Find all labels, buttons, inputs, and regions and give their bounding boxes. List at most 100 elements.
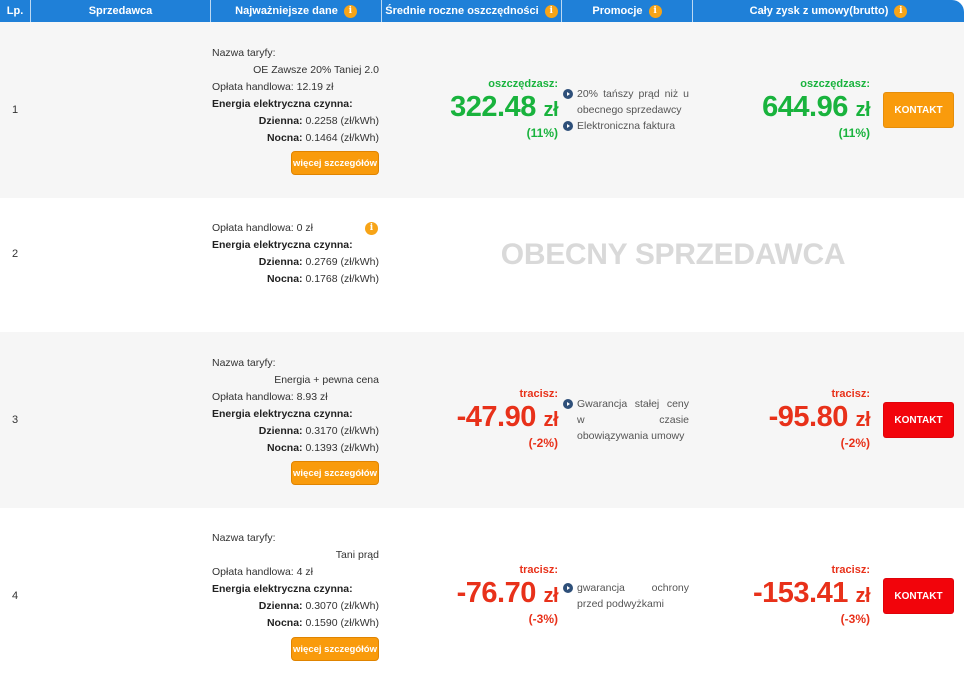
table-row: 1 Nazwa taryfy: OE Zawsze 20% Taniej 2.0… <box>0 22 964 198</box>
header-key-data: Najważniejsze dane i <box>211 0 382 22</box>
row-number: 1 <box>12 104 19 116</box>
promotions-list: Gwarancja stałej ceny w czasie obowiązyw… <box>563 396 689 444</box>
row-number: 3 <box>12 414 19 426</box>
trade-fee: Opłata handlowa: 0 zł <box>212 222 313 234</box>
day-rate: 0.2769 (zł/kWh) <box>302 256 379 268</box>
night-rate: 0.1590 (zł/kWh) <box>302 617 379 629</box>
currency-unit: zł <box>543 99 558 121</box>
contact-button[interactable]: KONTAKT <box>883 578 954 614</box>
total-label: tracisz: <box>831 388 870 400</box>
savings-percent: (11%) <box>526 126 558 140</box>
tariff-details: Nazwa taryfy: Tani prąd Opłata handlowa:… <box>212 530 379 661</box>
info-icon[interactable]: i <box>894 4 908 18</box>
header-lp: Lp. <box>0 0 31 22</box>
day-label: Dzienna: <box>258 425 303 437</box>
chevron-right-icon <box>563 399 573 409</box>
savings-percent: (-2%) <box>528 436 558 450</box>
energy-label: Energia elektryczna czynna: <box>212 583 353 595</box>
night-rate: 0.1393 (zł/kWh) <box>302 442 379 454</box>
energy-label: Energia elektryczna czynna: <box>212 408 353 420</box>
currency-unit: zł <box>855 585 870 607</box>
header-total-profit: Cały zysk z umowy(brutto) i <box>693 0 964 22</box>
day-label: Dzienna: <box>258 256 303 268</box>
more-details-button[interactable]: więcej szczegółów <box>291 637 379 661</box>
tariff-name-label: Nazwa taryfy: <box>212 357 276 369</box>
total-percent: (11%) <box>838 126 870 140</box>
contact-button[interactable]: KONTAKT <box>883 92 954 128</box>
currency-unit: zł <box>855 99 870 121</box>
day-label: Dzienna: <box>258 600 303 612</box>
promo-item: Gwarancja stałej ceny w czasie obowiązyw… <box>563 396 689 444</box>
total-value: 644.96 <box>762 91 848 123</box>
total-percent: (-2%) <box>840 436 870 450</box>
chevron-right-icon <box>563 89 573 99</box>
contact-button[interactable]: KONTAKT <box>883 402 954 438</box>
tariff-name-label: Nazwa taryfy: <box>212 532 276 544</box>
currency-unit: zł <box>855 409 870 431</box>
day-rate: 0.3070 (zł/kWh) <box>302 600 379 612</box>
savings-value: -76.70 <box>456 577 537 609</box>
current-seller-label: OBECNY SPRZEDAWCA <box>500 238 846 271</box>
table-row: 3 Nazwa taryfy: Energia + pewna cena Opł… <box>0 332 964 508</box>
chevron-right-icon <box>563 121 573 131</box>
trade-fee: Opłata handlowa: 12.19 zł <box>212 81 334 93</box>
day-label: Dzienna: <box>258 115 303 127</box>
more-details-button[interactable]: więcej szczegółów <box>291 151 379 175</box>
savings-label: tracisz: <box>519 564 558 576</box>
day-rate: 0.2258 (zł/kWh) <box>302 115 379 127</box>
total-percent: (-3%) <box>840 612 870 626</box>
table-row: 2 Opłata handlowa: 0 zł Energia elektryc… <box>0 198 964 332</box>
currency-unit: zł <box>543 409 558 431</box>
savings-label: tracisz: <box>519 388 558 400</box>
annual-savings: tracisz: -76.70 zł (-3%) <box>358 564 559 626</box>
annual-savings: oszczędzasz: 322.48 zł (11%) <box>358 78 558 140</box>
trade-fee: Opłata handlowa: 4 zł <box>212 566 313 578</box>
tariff-details: Nazwa taryfy: OE Zawsze 20% Taniej 2.0 O… <box>212 45 379 175</box>
promotions-list: gwarancja ochrony przed podwyżkami <box>563 580 689 612</box>
total-value: -153.41 <box>753 577 848 609</box>
savings-percent: (-3%) <box>528 612 558 626</box>
total-value: -95.80 <box>768 401 849 433</box>
info-icon[interactable]: i <box>544 4 558 18</box>
savings-value: 322.48 <box>450 91 536 123</box>
tariff-details: Nazwa taryfy: Energia + pewna cena Opłat… <box>212 355 379 485</box>
total-label: oszczędzasz: <box>800 78 870 90</box>
total-label: tracisz: <box>831 564 870 576</box>
day-rate: 0.3170 (zł/kWh) <box>302 425 379 437</box>
tariff-name-label: Nazwa taryfy: <box>212 47 276 59</box>
tariff-name: Tani prąd <box>335 549 379 561</box>
info-icon[interactable]: i <box>343 4 357 18</box>
night-label: Nocna: <box>266 442 303 454</box>
total-profit: oszczędzasz: 644.96 zł (11%) <box>670 78 870 140</box>
more-details-button[interactable]: więcej szczegółów <box>291 461 379 485</box>
total-profit: tracisz: -95.80 zł (-2%) <box>670 388 871 450</box>
chevron-right-icon <box>563 583 573 593</box>
energy-label: Energia elektryczna czynna: <box>212 239 353 251</box>
night-label: Nocna: <box>266 617 303 629</box>
promo-item: Elektroniczna faktura <box>563 118 689 134</box>
savings-value: -47.90 <box>456 401 537 433</box>
row-number: 2 <box>12 248 19 260</box>
tariff-name: Energia + pewna cena <box>274 374 379 386</box>
table-row: 4 Nazwa taryfy: Tani prąd Opłata handlow… <box>0 508 964 682</box>
info-icon[interactable]: i <box>648 4 662 18</box>
night-rate: 0.1464 (zł/kWh) <box>302 132 379 144</box>
tariff-name: OE Zawsze 20% Taniej 2.0 <box>253 64 379 76</box>
promotions-list: 20% tańszy prąd niż u obecnego sprzedawc… <box>563 86 689 134</box>
table-header: Lp. Sprzedawca Najważniejsze dane i Średn… <box>0 0 964 22</box>
header-promotions: Promocje i <box>562 0 693 22</box>
night-rate: 0.1768 (zł/kWh) <box>302 273 379 285</box>
night-label: Nocna: <box>266 273 303 285</box>
header-avg-savings: Średnie roczne oszczędności i <box>382 0 562 22</box>
promo-item: gwarancja ochrony przed podwyżkami <box>563 580 689 612</box>
trade-fee: Opłata handlowa: 8.93 zł <box>212 391 328 403</box>
energy-label: Energia elektryczna czynna: <box>212 98 353 110</box>
promo-item: 20% tańszy prąd niż u obecnego sprzedawc… <box>563 86 689 118</box>
annual-savings: tracisz: -47.90 zł (-2%) <box>358 388 559 450</box>
total-profit: tracisz: -153.41 zł (-3%) <box>670 564 870 626</box>
tariff-details: Opłata handlowa: 0 zł Energia elektryczn… <box>212 220 379 288</box>
info-icon[interactable]: i <box>365 222 378 235</box>
row-number: 4 <box>12 590 19 602</box>
savings-label: oszczędzasz: <box>488 78 558 90</box>
currency-unit: zł <box>543 585 558 607</box>
